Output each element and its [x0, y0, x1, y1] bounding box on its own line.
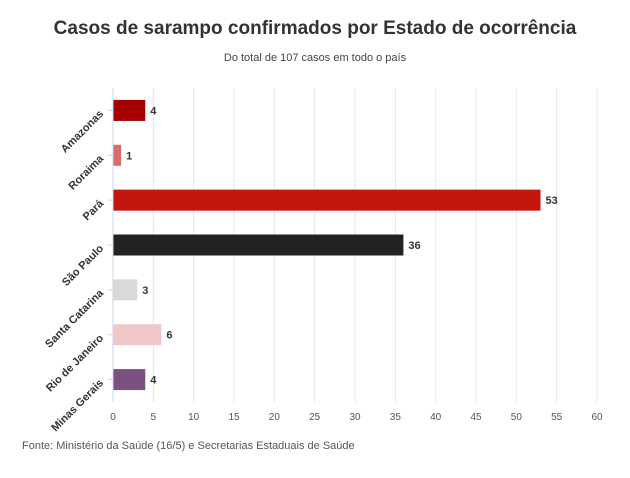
- category-label: São Paulo: [60, 242, 106, 288]
- category-label: Amazonas: [59, 108, 106, 155]
- x-tick-label: 25: [309, 412, 321, 423]
- data-label: 1: [126, 150, 132, 162]
- data-label: 3: [142, 285, 148, 297]
- category-label: Roraima: [67, 152, 107, 192]
- chart-subtitle: Do total de 107 casos em todo o país: [223, 52, 407, 64]
- x-tick-label: 50: [511, 412, 523, 423]
- x-tick-label: 20: [269, 412, 281, 423]
- data-label: 4: [150, 105, 157, 117]
- bar: [113, 369, 146, 391]
- category-label: Pará: [81, 197, 107, 223]
- x-tick-label: 10: [188, 412, 200, 423]
- x-tick-label: 55: [551, 412, 563, 423]
- x-tick-label: 60: [591, 412, 603, 423]
- bar: [113, 144, 122, 166]
- x-tick-label: 30: [349, 412, 361, 423]
- grid-lines: [152, 88, 598, 402]
- x-tick-label: 40: [430, 412, 442, 423]
- data-label: 6: [166, 330, 172, 342]
- bar: [113, 279, 138, 301]
- bar: [113, 189, 541, 211]
- bar: [113, 324, 162, 346]
- x-tick-label: 0: [110, 412, 116, 423]
- x-tick-label: 15: [228, 412, 240, 423]
- data-label: 53: [546, 195, 558, 207]
- bar: [113, 234, 404, 256]
- x-tick-label: 35: [390, 412, 402, 423]
- chart-title: Casos de sarampo confirmados por Estado …: [53, 18, 577, 39]
- bar: [113, 99, 146, 121]
- source-note: Fonte: Ministério da Saúde (16/5) e Secr…: [22, 440, 355, 452]
- data-label: 4: [150, 375, 157, 387]
- x-tick-label: 45: [470, 412, 482, 423]
- data-label: 36: [408, 240, 420, 252]
- x-tick-label: 5: [151, 412, 157, 423]
